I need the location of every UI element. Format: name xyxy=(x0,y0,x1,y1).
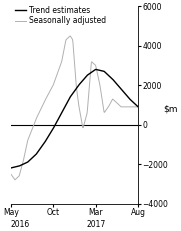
Legend: Trend estimates, Seasonally adjusted: Trend estimates, Seasonally adjusted xyxy=(14,6,106,25)
Text: 2016: 2016 xyxy=(11,220,30,229)
Y-axis label: $m: $m xyxy=(164,105,178,114)
Text: 2017: 2017 xyxy=(86,220,105,229)
